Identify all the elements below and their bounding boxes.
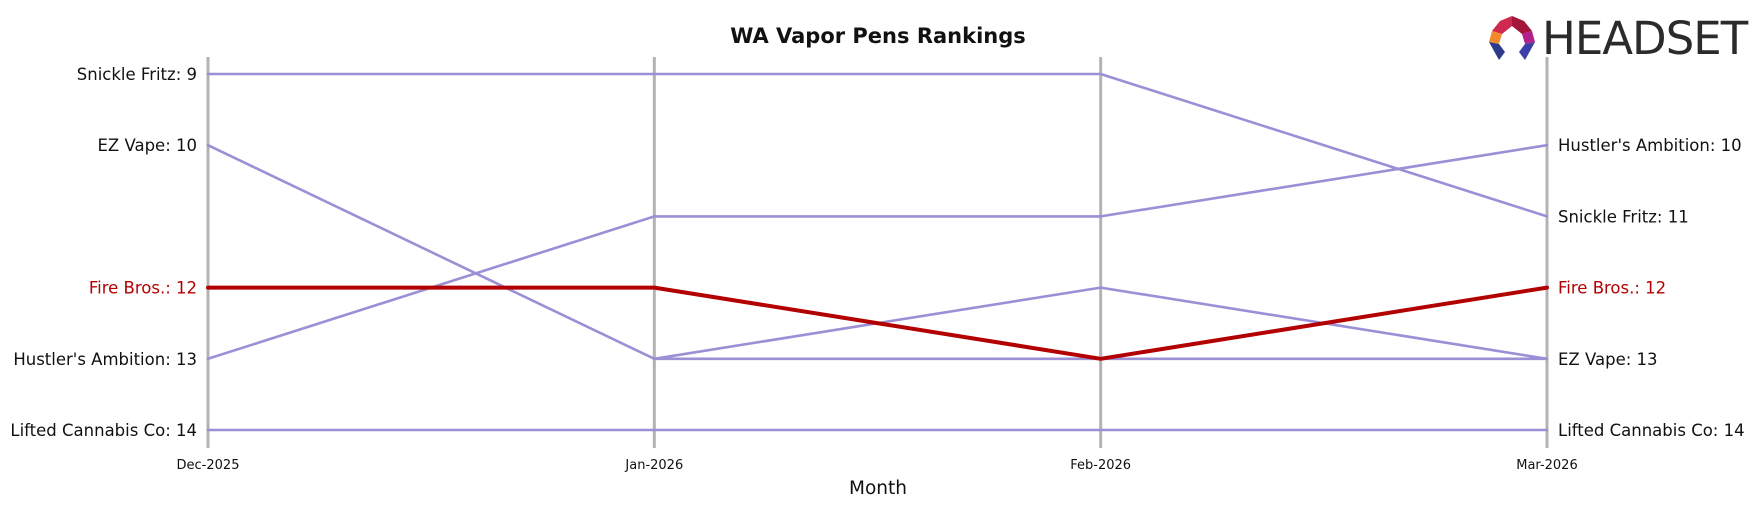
series-line-fire-bros	[206, 285, 1549, 361]
x-tick-dec-2025: Dec-2025	[177, 458, 240, 473]
series-lines	[206, 72, 1549, 432]
x-tick-mar-2026: Mar-2026	[1516, 458, 1577, 473]
left-rank-label-ez-vape: EZ Vape: 10	[97, 136, 197, 155]
left-rank-labels: Snickle Fritz: 9 EZ Vape: 10 Fire Bros.: 1…	[10, 65, 197, 440]
x-axis-label: Month	[849, 478, 907, 499]
x-tick-labels: Dec-2025 Jan-2026 Feb-2026 Mar-2026	[177, 458, 1578, 473]
series-line-snickle-fritz	[206, 72, 1549, 218]
right-rank-label-snickle-fritz: Snickle Fritz: 11	[1558, 207, 1689, 226]
headset-logo-text: HEADSET	[1542, 12, 1749, 65]
right-rank-label-lifted-cannabis-co: Lifted Cannabis Co: 14	[1558, 421, 1745, 440]
chart-title: WA Vapor Pens Rankings	[730, 24, 1026, 48]
left-rank-label-lifted-cannabis-co: Lifted Cannabis Co: 14	[10, 421, 197, 440]
right-rank-label-hustler-s-ambition: Hustler's Ambition: 10	[1558, 136, 1742, 155]
left-rank-label-fire-bros: Fire Bros.: 12	[89, 279, 197, 298]
x-tick-jan-2026: Jan-2026	[624, 458, 683, 473]
right-rank-labels: Hustler's Ambition: 10 Snickle Fritz: 11 F…	[1558, 136, 1745, 440]
month-gridlines	[206, 57, 1549, 448]
left-rank-label-snickle-fritz: Snickle Fritz: 9	[77, 65, 197, 84]
x-tick-feb-2026: Feb-2026	[1070, 458, 1131, 473]
right-rank-label-ez-vape: EZ Vape: 13	[1558, 350, 1658, 369]
right-rank-label-fire-bros: Fire Bros.: 12	[1558, 279, 1666, 298]
headset-logo: HEADSET	[1489, 12, 1750, 65]
series-line-ez-vape	[653, 286, 1549, 361]
headset-logo-icon	[1489, 16, 1535, 60]
left-rank-label-hustler-s-ambition: Hustler's Ambition: 13	[13, 350, 197, 369]
